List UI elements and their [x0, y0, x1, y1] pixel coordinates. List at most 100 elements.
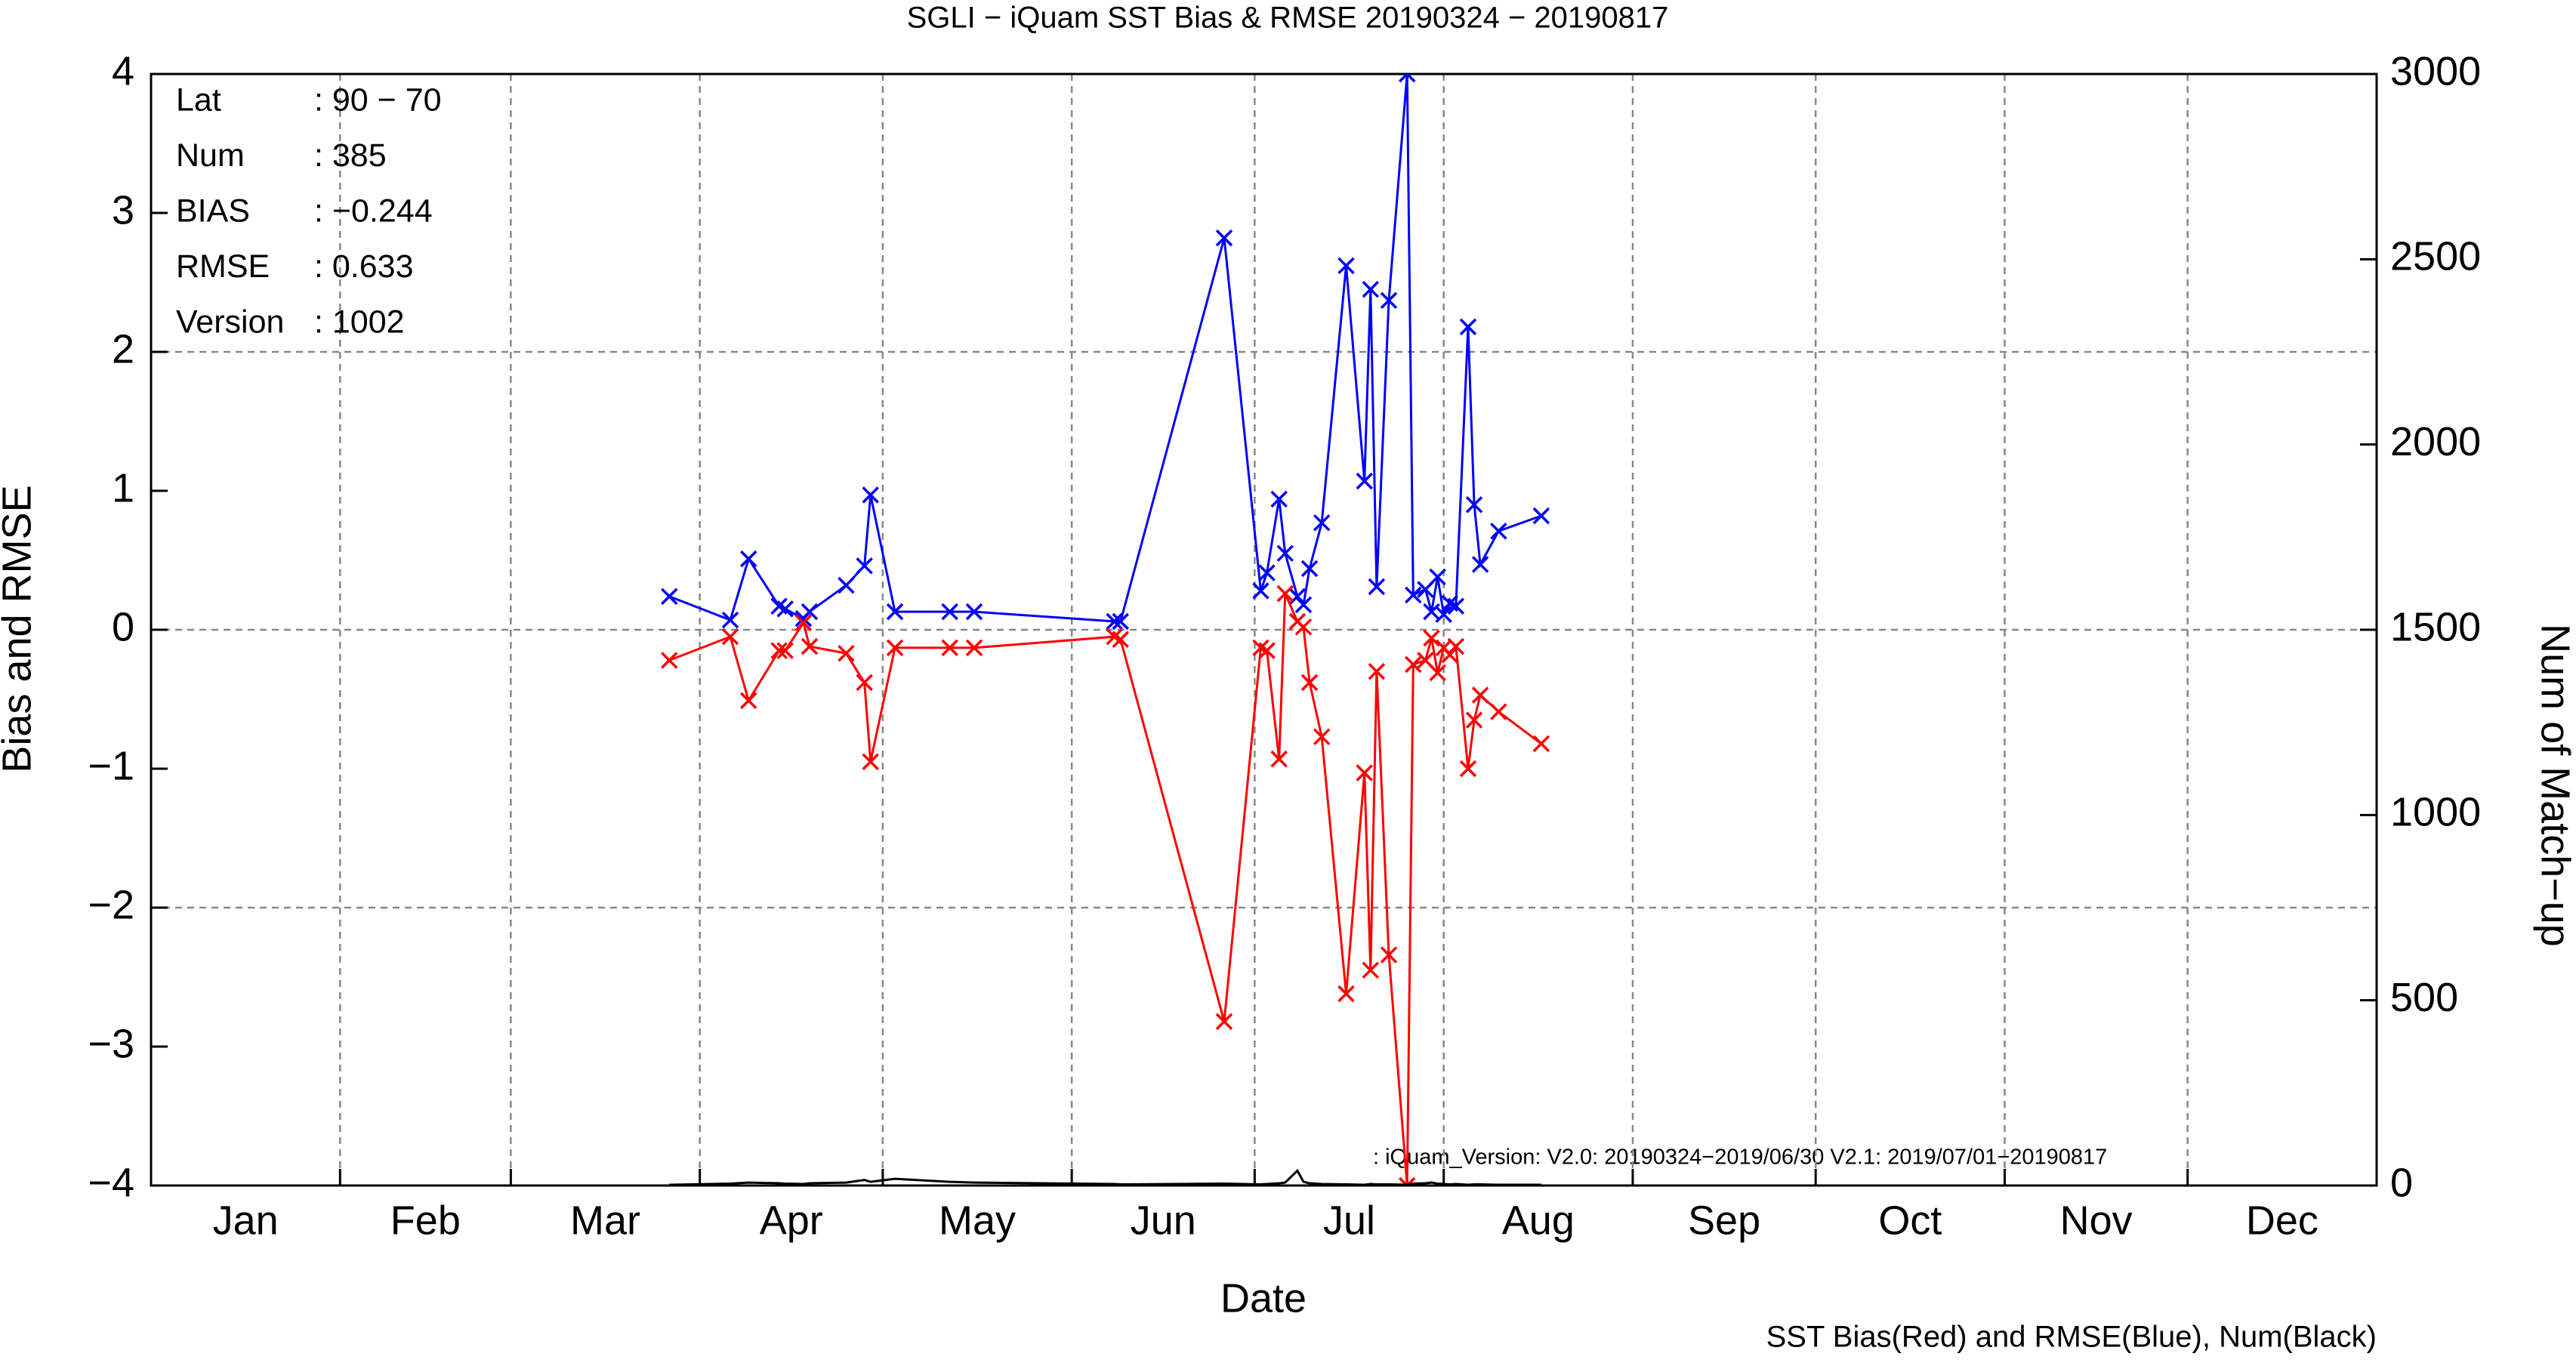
y-tick-label: 2 [112, 326, 134, 372]
point-marker [941, 603, 958, 621]
point-marker [1447, 597, 1465, 615]
series-line [669, 1168, 1541, 1186]
footer-note: SST Bias(Red) and RMSE(Blue), Num(Black) [1766, 1321, 2377, 1354]
plot-area [661, 74, 1550, 1186]
x-tick-label: Dec [2246, 1198, 2318, 1243]
x-tick-label: Mar [570, 1198, 640, 1243]
point-marker [1362, 961, 1380, 979]
point-marker [661, 652, 678, 669]
point-marker [862, 486, 879, 504]
x-axis-label: Date [1220, 1275, 1307, 1321]
point-marker [1423, 629, 1440, 647]
x-tick-label: Sep [1688, 1198, 1760, 1243]
point-marker [1368, 662, 1386, 680]
point-marker [1337, 985, 1355, 1003]
y-tick-label: 4 [112, 48, 134, 94]
info-value: : 385 [314, 137, 387, 174]
point-marker [1215, 229, 1233, 247]
point-marker [721, 627, 739, 646]
point-marker [1429, 664, 1446, 682]
y2-tick-label: 0 [2390, 1160, 2413, 1205]
point-marker [1368, 578, 1386, 596]
point-marker [1380, 946, 1398, 964]
info-label: BIAS [176, 193, 250, 229]
point-marker [776, 642, 794, 659]
point-marker [1447, 637, 1465, 655]
point-marker [1300, 674, 1319, 692]
y2-axis-label: Num of Match−up [2533, 624, 2576, 947]
point-marker [1405, 586, 1422, 604]
point-marker [1362, 280, 1380, 298]
point-marker [776, 600, 794, 618]
point-marker [770, 642, 788, 659]
x-tick-label: Nov [2060, 1198, 2133, 1243]
info-label: Num [176, 137, 245, 174]
point-marker [1106, 612, 1123, 631]
point-marker [740, 550, 757, 568]
y-tick-label: 3 [112, 187, 134, 233]
point-marker [1532, 735, 1550, 753]
y-axis-label: Bias and RMSE [0, 485, 39, 772]
x-tick-label: Aug [1502, 1198, 1575, 1243]
y2-tick-label: 1500 [2390, 604, 2481, 649]
point-marker [856, 557, 873, 575]
x-tick-label: May [939, 1198, 1016, 1243]
version-annotation: : iQuam_Version: V2.0: 20190324−2019/06/… [1373, 1145, 2107, 1170]
point-marker [1112, 631, 1129, 649]
point-marker [965, 603, 983, 621]
info-value: : 0.633 [314, 248, 414, 285]
point-marker [1459, 760, 1477, 778]
point-marker [1112, 612, 1129, 631]
series-line [668, 593, 1542, 1186]
point-marker [1490, 523, 1507, 540]
point-marker [1532, 507, 1550, 525]
point-marker [965, 639, 983, 657]
point-marker [1380, 291, 1398, 310]
y-tick-label: 0 [112, 604, 134, 649]
x-tick-label: Apr [760, 1198, 823, 1243]
point-marker [1270, 490, 1288, 508]
point-marker [1471, 556, 1489, 573]
y-tick-label: 1 [112, 465, 134, 510]
point-marker [1313, 514, 1331, 532]
point-marker [1276, 584, 1294, 603]
point-marker [838, 645, 855, 662]
point-marker [862, 753, 879, 771]
point-marker [1337, 257, 1355, 275]
point-marker [1294, 596, 1313, 614]
series-line [668, 74, 1542, 623]
y-tick-label: −4 [88, 1160, 134, 1205]
plot-frame [150, 72, 2378, 1187]
point-marker [1399, 74, 1416, 83]
info-value: : 1002 [314, 304, 405, 340]
point-marker [1270, 750, 1288, 768]
point-marker [721, 611, 739, 629]
x-tick-label: Oct [1878, 1198, 1942, 1243]
point-marker [1465, 496, 1483, 513]
info-value: : 90 − 70 [314, 82, 442, 118]
point-marker [1313, 728, 1331, 745]
point-marker [886, 603, 904, 621]
info-value: : −0.244 [314, 193, 433, 229]
x-tick-label: Feb [390, 1198, 461, 1243]
point-marker [1300, 560, 1319, 578]
point-marker [1252, 582, 1269, 600]
y2-tick-label: 500 [2390, 975, 2458, 1020]
point-marker [1405, 655, 1422, 674]
y-tick-label: −1 [88, 743, 134, 788]
point-marker [838, 576, 855, 594]
y-tick-label: −2 [88, 882, 134, 927]
chart-title: SGLI − iQuam SST Bias & RMSE 20190324 − … [907, 2, 1669, 35]
point-marker [1441, 646, 1458, 664]
point-marker [1258, 642, 1276, 659]
info-label: RMSE [176, 248, 270, 285]
point-marker [1429, 568, 1446, 586]
y2-tick-label: 2000 [2390, 419, 2481, 464]
point-marker [1471, 686, 1489, 704]
y-tick-label: −3 [88, 1021, 134, 1066]
point-marker [661, 587, 678, 606]
point-marker [1215, 1013, 1233, 1031]
info-label: Version [176, 304, 284, 340]
